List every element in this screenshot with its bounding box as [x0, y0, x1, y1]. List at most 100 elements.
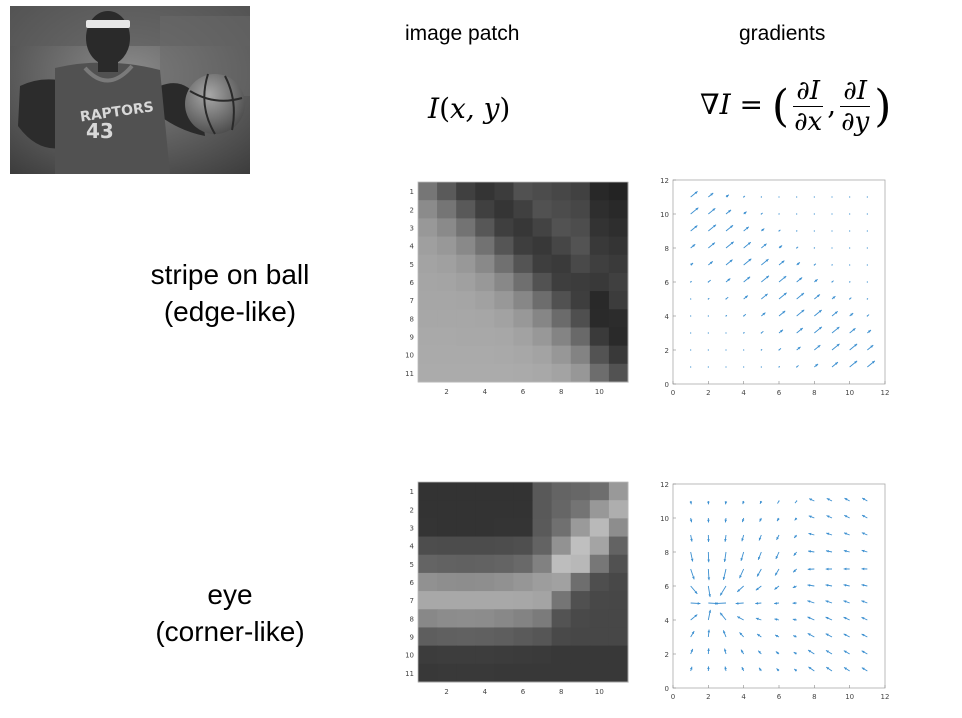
quiver-arrowhead: [861, 583, 865, 587]
quiver-dot: [725, 349, 727, 351]
x-tick-label: 0: [671, 693, 675, 701]
quiver-arrowhead: [712, 242, 715, 246]
heatmap-cell: [494, 291, 514, 310]
heatmap-cell: [608, 327, 629, 347]
heatmap-cell: [532, 236, 553, 256]
heatmap-cell: [570, 482, 591, 501]
quiver-dot: [866, 247, 868, 249]
heatmap-cell: [418, 327, 438, 347]
heatmap-cell: [494, 482, 514, 501]
heatmap-cell: [494, 518, 514, 538]
heatmap-cell: [437, 327, 457, 347]
quiver-dot: [778, 366, 780, 368]
heatmap-cell: [456, 482, 476, 501]
quiver-arrowhead: [861, 567, 865, 571]
x-tick-label: 2: [444, 388, 448, 396]
heatmap-cell: [513, 200, 534, 219]
heatmap-cell: [456, 200, 476, 219]
quiver-arrowhead: [793, 652, 797, 655]
heatmap-cell: [475, 518, 495, 538]
heatmap-cell: [570, 536, 591, 556]
heatmap-cell: [551, 609, 572, 628]
heatmap-cell: [494, 182, 514, 201]
heatmap-cell: [532, 518, 553, 538]
quiver-dot: [743, 366, 745, 368]
quiver-arrowhead: [722, 576, 726, 580]
quiver-dot: [707, 366, 709, 368]
heatmap-cell: [418, 554, 438, 574]
heatmap-cell: [437, 254, 457, 274]
heatmap-cell: [589, 536, 610, 556]
heatmap-cell: [418, 482, 438, 501]
heatmap-cell: [475, 182, 495, 201]
quiver-arrowhead: [843, 549, 847, 553]
quiver-arrowhead: [793, 635, 797, 638]
heatmap-cell: [570, 572, 591, 592]
quiver-arrowhead: [854, 343, 858, 347]
quiver-dot: [778, 230, 780, 232]
quiver-arrowhead: [850, 313, 854, 316]
quiver-arrowhead: [808, 532, 812, 536]
quiver-dot: [760, 349, 762, 351]
heatmap-cell: [570, 291, 591, 310]
heatmap-cell: [570, 663, 591, 683]
quiver-dot: [743, 349, 745, 351]
quiver-arrowhead: [843, 650, 847, 654]
quiver-arrowhead: [780, 329, 783, 333]
heatmap-cell: [437, 182, 457, 201]
x-tick-label: 8: [812, 693, 816, 701]
heatmap-cell: [532, 182, 553, 201]
quiver-dot: [690, 349, 692, 351]
y-tick-label: 0: [665, 381, 669, 389]
quiver-dot: [831, 281, 833, 283]
quiver-dot: [725, 366, 727, 368]
quiver-arrowhead: [807, 616, 811, 620]
quiver-arrowhead: [843, 584, 847, 587]
quiver-arrowhead: [818, 309, 822, 313]
heatmap-cell: [456, 254, 476, 274]
y-tick-label: 10: [660, 515, 669, 523]
y-tick-label: 5: [410, 561, 414, 569]
quiver-dot: [743, 332, 745, 334]
quiver-arrowhead: [808, 650, 812, 653]
quiver-arrowhead: [707, 519, 710, 523]
heatmap-cell: [589, 609, 610, 628]
heatmap-cell: [418, 572, 438, 592]
heatmap-cell: [475, 327, 495, 347]
heatmap-cell: [456, 518, 476, 538]
quiver-arrowhead: [808, 550, 811, 553]
heatmap-cell: [551, 500, 572, 519]
quiver-arrowhead: [825, 550, 829, 553]
quiver-arrowhead: [690, 558, 694, 562]
quiver-arrowhead: [757, 573, 760, 577]
quiver-dot: [831, 196, 833, 198]
heatmap-cell: [494, 554, 514, 574]
quiver-arrowhead: [735, 602, 739, 605]
heatmap-cell: [589, 345, 610, 365]
heatmap-cell: [608, 554, 629, 574]
quiver-arrowhead: [739, 575, 742, 579]
quiver-arrowhead: [779, 245, 783, 249]
row-label-eye: eye (corner-like): [155, 579, 305, 647]
heatmap-cell: [570, 500, 591, 519]
heatmap-cell: [608, 572, 629, 592]
quiver-arrowhead: [815, 363, 819, 367]
quiver-arrowhead: [724, 501, 728, 505]
quiver-arrowhead: [708, 609, 712, 613]
quiver-dot: [849, 298, 851, 300]
quiver-arrowhead: [737, 616, 741, 619]
heatmap-cell: [456, 182, 476, 201]
heatmap-cell: [513, 218, 534, 238]
heatmap-cell: [608, 236, 629, 256]
quiver-arrowhead: [758, 556, 761, 560]
heatmap-cell: [494, 200, 514, 219]
heatmap-cell: [494, 572, 514, 592]
heatmap-cell: [551, 254, 572, 274]
quiver-arrowhead: [737, 589, 741, 592]
x-tick-label: 12: [881, 693, 890, 701]
heatmap-cell: [437, 554, 457, 574]
heatmap-cell: [570, 518, 591, 538]
quiver-arrowhead: [825, 633, 829, 637]
heatmap-cell: [475, 645, 495, 665]
y-tick-label: 11: [405, 370, 414, 378]
